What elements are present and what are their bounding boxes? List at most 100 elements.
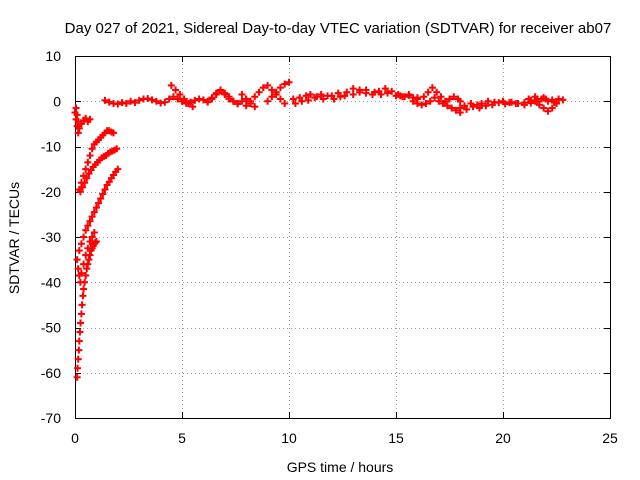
data-point [268, 86, 276, 94]
grid-lines [75, 56, 610, 418]
data-point [174, 95, 182, 103]
data-point [281, 100, 289, 108]
x-tick-label: 15 [388, 430, 404, 446]
data-point [450, 93, 458, 101]
data-point [75, 346, 83, 354]
data-point [246, 100, 254, 108]
data-point [152, 97, 160, 105]
data-point [514, 100, 522, 108]
data-point [75, 337, 83, 345]
data-point [204, 97, 212, 105]
data-point [105, 178, 113, 186]
y-tick-label: -40 [41, 274, 61, 290]
data-point [82, 271, 90, 279]
data-point [334, 89, 342, 97]
data-point [225, 93, 233, 101]
x-tick-label: 0 [71, 430, 79, 446]
data-point [255, 88, 263, 96]
data-point [199, 96, 207, 104]
data-point [238, 97, 246, 105]
data-point [110, 129, 118, 137]
data-point [268, 93, 276, 101]
data-point [77, 269, 85, 277]
data-point [90, 208, 98, 216]
data-point [127, 97, 135, 105]
data-point [535, 101, 543, 109]
data-point [76, 328, 84, 336]
data-point [165, 95, 173, 103]
data-point [544, 97, 552, 105]
data-point [101, 185, 109, 193]
data-point [264, 81, 272, 89]
data-point [77, 319, 85, 327]
data-point [242, 95, 250, 103]
y-tick-label: -10 [41, 139, 61, 155]
y-tick-label: -50 [41, 320, 61, 336]
data-point [75, 124, 83, 132]
data-point [74, 364, 82, 372]
data-point [311, 94, 319, 102]
data-point [172, 86, 180, 94]
x-tick-label: 5 [178, 430, 186, 446]
data-point [433, 88, 441, 96]
data-point [508, 98, 516, 106]
data-point [475, 104, 483, 112]
data-point [435, 97, 443, 105]
data-point [349, 90, 357, 98]
data-point [78, 183, 86, 191]
data-point [276, 84, 284, 92]
data-point [81, 278, 89, 286]
data-point [191, 96, 199, 104]
chart-title: Day 027 of 2021, Sidereal Day-to-day VTE… [65, 20, 612, 37]
data-point [544, 107, 552, 115]
data-point [77, 310, 85, 318]
data-point [86, 217, 94, 225]
data-point [73, 111, 81, 119]
data-point [85, 256, 93, 264]
data-point [161, 98, 169, 106]
data-point [167, 81, 175, 89]
data-point [469, 103, 477, 111]
data-point [73, 256, 81, 264]
data-point [289, 95, 297, 103]
data-point [413, 100, 421, 108]
data-point [463, 105, 471, 113]
data-point [388, 87, 396, 95]
data-point [242, 102, 250, 110]
data-point [548, 104, 556, 112]
data-point [298, 97, 306, 105]
data-point [72, 104, 80, 112]
data-point [80, 233, 88, 241]
data-point [80, 285, 88, 293]
data-point [135, 96, 143, 104]
data-point [319, 95, 327, 103]
data-point [234, 100, 242, 108]
y-tick-label: -60 [41, 365, 61, 381]
data-point [85, 170, 93, 178]
data-point [317, 90, 325, 98]
data-point [76, 188, 84, 196]
data-point [452, 106, 460, 114]
y-tick-labels: 10 0 -10 -20 -30 -40 -50 -60 -70 [41, 48, 61, 426]
data-point [99, 190, 107, 198]
data-point [306, 90, 314, 98]
data-point [90, 228, 98, 236]
data-point [484, 97, 492, 105]
data-point [114, 165, 122, 173]
data-point [92, 238, 100, 246]
data-point [437, 93, 445, 101]
data-point [238, 90, 246, 98]
data-point [272, 88, 280, 96]
data-point [531, 93, 539, 101]
data-point [88, 233, 96, 241]
data-point [73, 373, 81, 381]
data-point [296, 94, 304, 102]
x-tick-labels: 0 5 10 15 20 25 [71, 430, 618, 446]
data-point [431, 94, 439, 102]
data-point [362, 89, 370, 97]
y-tick-label: 10 [45, 48, 61, 64]
data-point [324, 92, 332, 100]
x-tick-label: 25 [602, 430, 618, 446]
data-point [221, 89, 229, 97]
data-point [251, 103, 259, 111]
